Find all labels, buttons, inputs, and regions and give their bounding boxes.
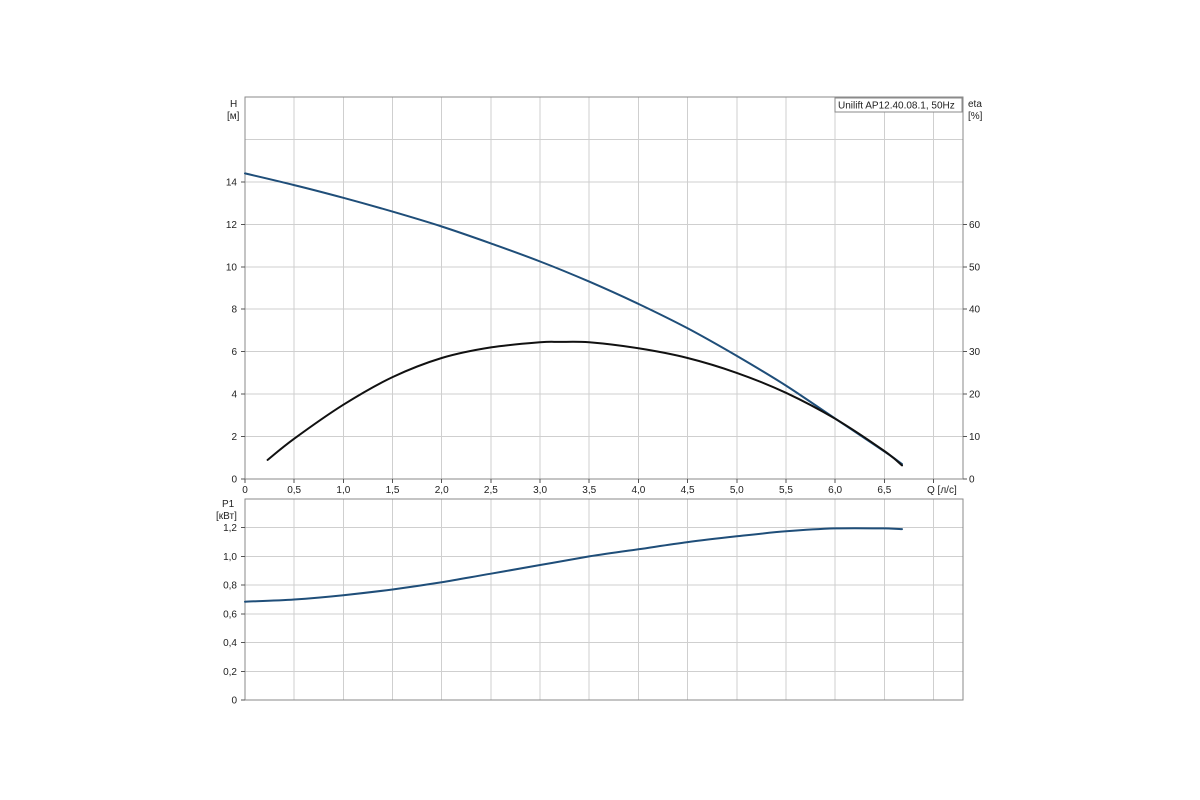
y-left-tick-label: 8 [231, 305, 237, 316]
top-chart-ticks: 0 0,5 1,0 1,5 2,0 2,5 3,0 3,5 4,0 4,5 5,0 5,5 6,0 6,5… [226, 177, 981, 496]
y-right-tick-label: 0 [969, 475, 975, 486]
x-tick-label: 2,5 [484, 485, 498, 496]
x-tick-label: 2,0 [435, 485, 449, 496]
p1-axis-unit: [кВт] [216, 511, 237, 522]
legend-frame [834, 97, 963, 113]
p1-axis-name: P1 [222, 499, 235, 510]
legend-box: Unilift AP12.40.08.1, 50Hz [834, 97, 963, 113]
x-axis-label: Q [л/с] [927, 485, 957, 496]
y-left-tick-label: 2 [231, 432, 237, 443]
p1-tick-label: 0 [231, 696, 237, 707]
bottom-chart-ticks: 0 0,2 0,4 0,6 0,8 1,0 1,2 [223, 523, 245, 707]
y-left-tick-label: 0 [231, 475, 237, 486]
y-right-tick-label: 30 [969, 347, 981, 358]
bottom-chart-grid [245, 499, 963, 700]
legend-text: Unilift AP12.40.08.1, 50Hz [838, 101, 955, 112]
y-right-tick-label: 50 [969, 262, 981, 273]
y-right-axis-unit: [%] [968, 111, 983, 122]
y-right-tick-label: 40 [969, 305, 981, 316]
x-tick-label: 5,5 [779, 485, 793, 496]
bottom-chart-frame [244, 498, 964, 701]
p1-tick-label: 1,2 [223, 523, 237, 534]
bottom-chart-series [244, 527, 903, 603]
y-left-tick-label: 4 [231, 390, 237, 401]
y-right-axis-name: eta [968, 99, 982, 110]
x-tick-label: 1,5 [386, 485, 400, 496]
y-right-tick-label: 20 [969, 390, 981, 401]
x-tick-label: 1,0 [336, 485, 350, 496]
top-chart-series [244, 172, 903, 467]
p1-tick-label: 0,2 [223, 667, 237, 678]
efficiency-curve [266, 340, 903, 467]
x-tick-label: 0,5 [287, 485, 301, 496]
x-tick-label: 4,5 [681, 485, 695, 496]
y-left-axis-name: H [230, 99, 237, 110]
head-curve [244, 172, 903, 466]
x-tick-label: 0 [242, 485, 248, 496]
power-curve [244, 527, 903, 603]
y-left-tick-label: 6 [231, 347, 237, 358]
y-right-tick-label: 60 [969, 220, 981, 231]
x-tick-label: 4,0 [631, 485, 645, 496]
p1-tick-label: 0,8 [223, 581, 237, 592]
head-efficiency-chart: 0 0,5 1,0 1,5 2,0 2,5 3,0 3,5 4,0 4,5 5,0 5,5 6,0 6,5… [226, 96, 983, 496]
power-chart: 0 0,2 0,4 0,6 0,8 1,0 1,2 P1 [кВт] [216, 498, 964, 707]
p1-tick-label: 0,4 [223, 638, 237, 649]
y-left-tick-label: 14 [226, 177, 238, 188]
x-tick-label: 3,0 [533, 485, 547, 496]
x-tick-label: 5,0 [730, 485, 744, 496]
y-left-axis-unit: [м] [227, 111, 240, 122]
p1-tick-label: 1,0 [223, 552, 237, 563]
x-tick-label: 6,0 [828, 485, 842, 496]
p1-tick-label: 0,6 [223, 609, 237, 620]
top-chart-grid [245, 97, 963, 479]
y-right-tick-label: 10 [969, 432, 981, 443]
x-tick-label: 6,5 [877, 485, 891, 496]
y-left-tick-label: 10 [226, 262, 238, 273]
top-chart-frame [244, 96, 964, 480]
x-tick-label: 3,5 [582, 485, 596, 496]
y-left-tick-label: 12 [226, 220, 238, 231]
